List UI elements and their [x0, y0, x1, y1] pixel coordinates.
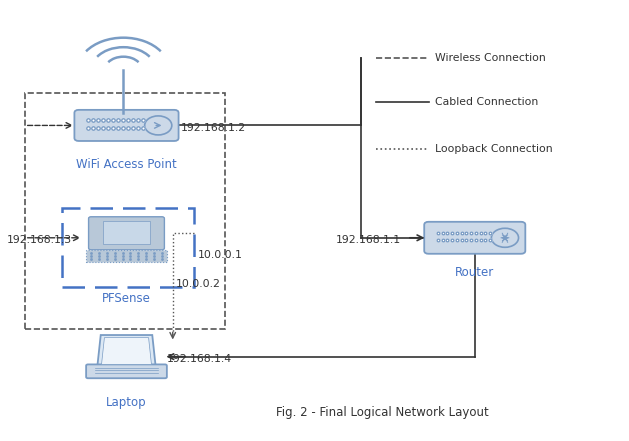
- Text: 192.168.1.3: 192.168.1.3: [6, 235, 72, 245]
- Text: Fig. 2 - Final Logical Network Layout: Fig. 2 - Final Logical Network Layout: [276, 406, 489, 419]
- FancyBboxPatch shape: [86, 250, 167, 262]
- Text: 192.168.1.4: 192.168.1.4: [167, 354, 231, 364]
- Circle shape: [491, 228, 518, 247]
- Text: 192.168.1.1: 192.168.1.1: [336, 235, 401, 245]
- Text: 10.0.0.2: 10.0.0.2: [176, 279, 221, 288]
- Text: 10.0.0.1: 10.0.0.1: [198, 250, 242, 260]
- FancyBboxPatch shape: [103, 221, 150, 244]
- FancyBboxPatch shape: [424, 222, 525, 254]
- Circle shape: [145, 116, 172, 135]
- Bar: [62, 208, 194, 288]
- FancyBboxPatch shape: [89, 217, 164, 250]
- Text: PFSense: PFSense: [102, 292, 151, 305]
- FancyBboxPatch shape: [86, 364, 167, 378]
- Text: Laptop: Laptop: [106, 396, 147, 408]
- Text: WiFi Access Point: WiFi Access Point: [76, 158, 177, 171]
- Text: Router: Router: [455, 266, 494, 279]
- Text: Loopback Connection: Loopback Connection: [435, 144, 552, 154]
- Text: Wireless Connection: Wireless Connection: [435, 53, 545, 64]
- Bar: [25, 93, 225, 329]
- Polygon shape: [97, 335, 156, 367]
- Text: 192.168.1.2: 192.168.1.2: [181, 123, 246, 133]
- FancyBboxPatch shape: [74, 110, 179, 141]
- Polygon shape: [101, 338, 152, 364]
- Text: Cabled Connection: Cabled Connection: [435, 97, 538, 107]
